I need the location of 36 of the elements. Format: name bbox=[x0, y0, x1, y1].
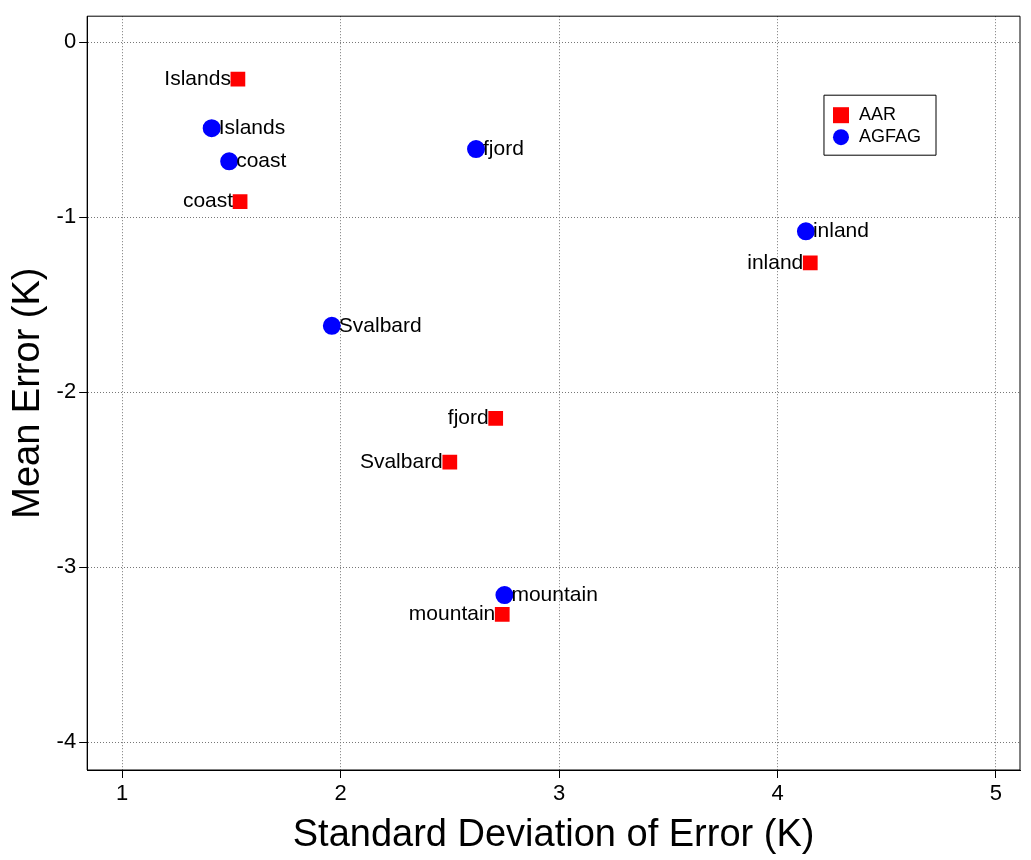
point bbox=[802, 255, 818, 271]
point bbox=[796, 222, 815, 241]
point bbox=[494, 606, 510, 622]
point bbox=[488, 411, 504, 426]
data-label: inland bbox=[747, 249, 804, 273]
x-tick-label: 3 bbox=[552, 780, 566, 806]
data-label: Svalbard bbox=[359, 448, 443, 472]
y-axis-title: Mean Error (K) bbox=[5, 267, 48, 519]
point bbox=[202, 119, 221, 138]
point bbox=[220, 152, 239, 171]
y-tick-label: -1 bbox=[56, 203, 77, 229]
x-tick-label: 1 bbox=[115, 780, 129, 806]
y-tick-label: -2 bbox=[56, 378, 77, 404]
data-label: fjord bbox=[447, 405, 489, 429]
x-tick-label: 4 bbox=[771, 780, 784, 806]
x-tick-label: 5 bbox=[989, 780, 1003, 806]
y-tick-label: -4 bbox=[56, 728, 77, 754]
data-label: mountain bbox=[408, 601, 496, 625]
legend-label: AGFAG bbox=[858, 126, 921, 147]
data-label: coast bbox=[182, 188, 234, 212]
data-label: Svalbard bbox=[338, 312, 422, 336]
point bbox=[232, 194, 248, 209]
x-tick-label: 2 bbox=[334, 780, 347, 806]
y-tick-label: -3 bbox=[56, 553, 77, 579]
data-label: coast bbox=[236, 148, 287, 172]
data-label: Islands bbox=[164, 65, 231, 89]
x-axis-title: Standard Deviation of Error (K) bbox=[292, 811, 815, 854]
point bbox=[442, 454, 458, 470]
data-label: inland bbox=[812, 218, 869, 242]
point bbox=[322, 316, 341, 335]
legend-label: AAR bbox=[858, 104, 896, 125]
y-tick-label: 0 bbox=[63, 28, 77, 54]
data-label: mountain bbox=[511, 581, 598, 605]
point bbox=[230, 71, 246, 87]
data-label: Islands bbox=[218, 114, 286, 138]
point bbox=[495, 586, 514, 605]
